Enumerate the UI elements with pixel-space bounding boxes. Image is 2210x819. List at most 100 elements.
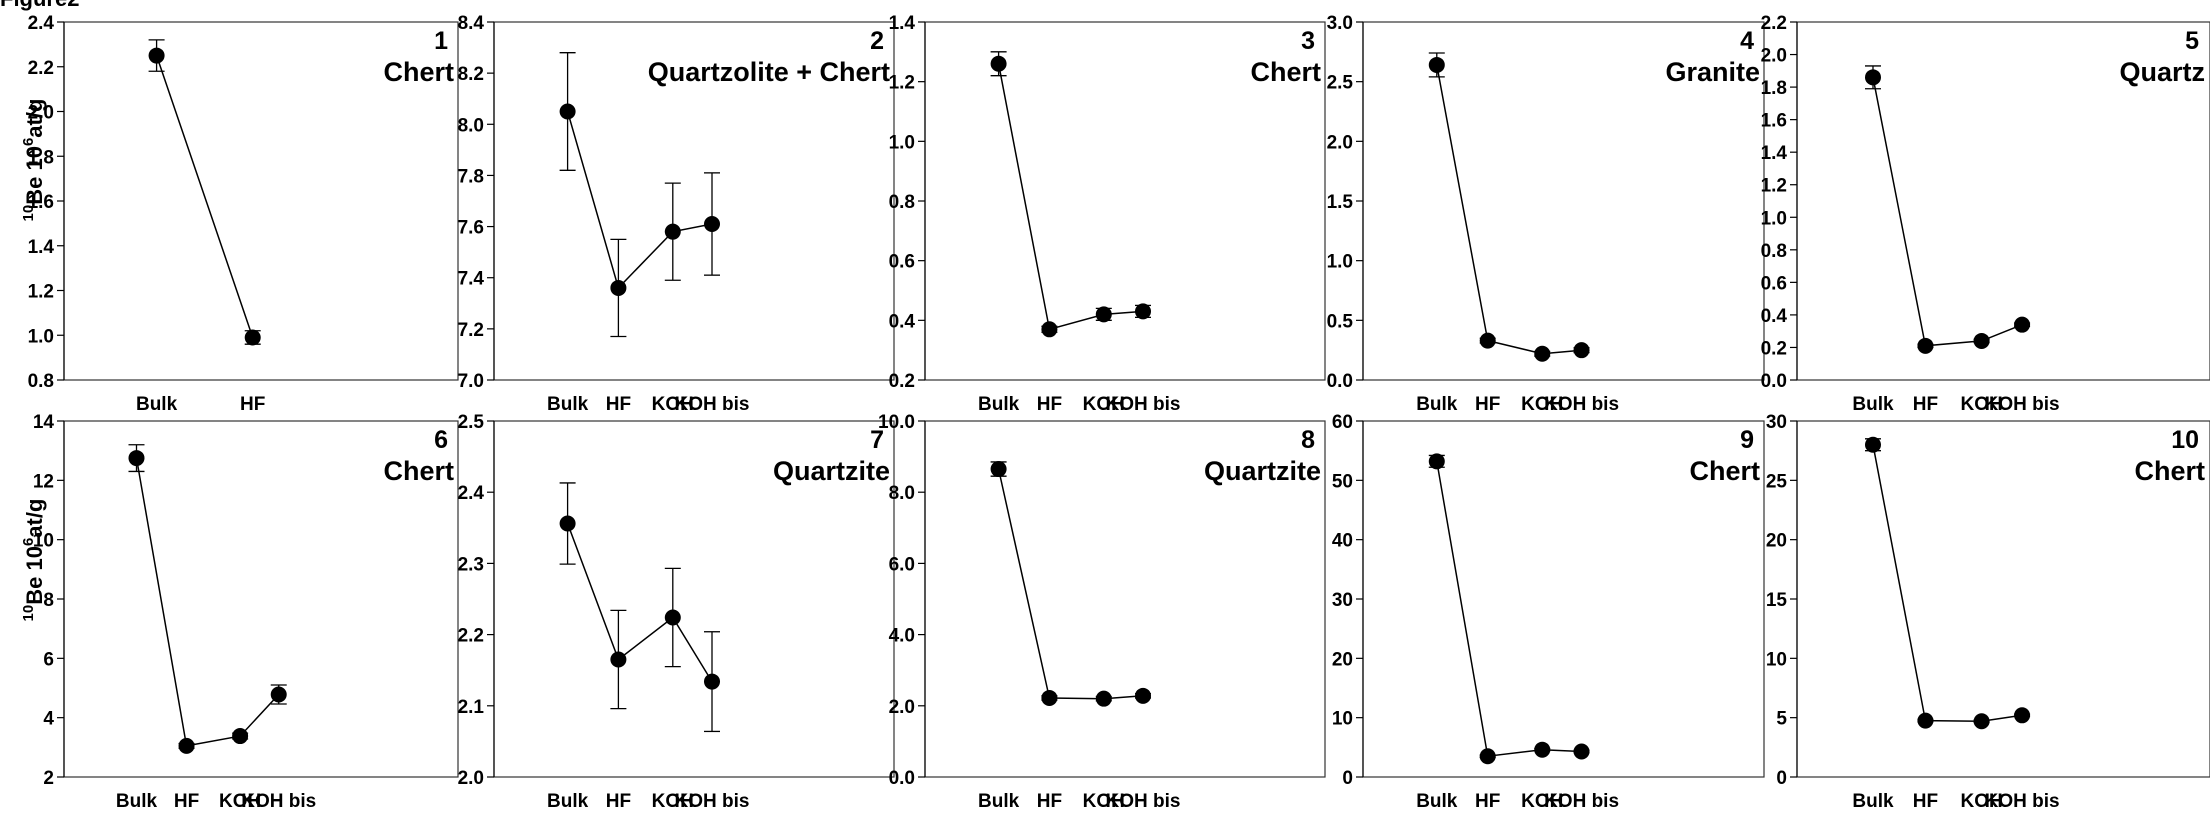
data-point [1864, 436, 1881, 453]
y-tick-label: 2.0 [458, 768, 484, 789]
y-tick-label: 2.4 [458, 483, 485, 504]
data-point [244, 329, 261, 346]
data-point [1917, 712, 1934, 729]
x-tick-label: KOH [652, 791, 694, 812]
panel-title: Quartz [2119, 57, 2205, 87]
y-tick-label: 1.0 [1327, 252, 1353, 273]
panel-number: 3 [1301, 27, 1315, 55]
panel-title: Chert [2134, 456, 2205, 486]
y-label-exponent: 6 [20, 138, 37, 146]
panel-number: 1 [434, 27, 448, 55]
y-tick-label: 1.0 [1761, 208, 1787, 229]
y-tick-label: 8.0 [458, 115, 484, 136]
y-tick-label: 60 [1332, 412, 1353, 433]
y-axis-label: 10Be 106at/g [20, 499, 47, 622]
x-tick-label: HF [1475, 394, 1500, 415]
data-point [1573, 743, 1590, 760]
data-point [1534, 741, 1551, 758]
y-tick-label: 20 [1766, 531, 1787, 552]
y-tick-label: 0.2 [1761, 338, 1787, 359]
x-tick-label: Bulk [1416, 394, 1458, 415]
y-label-main: Be 10 [22, 146, 47, 205]
data-point [1534, 345, 1551, 362]
y-tick-label: 0.0 [1761, 371, 1787, 392]
data-point [990, 55, 1007, 72]
data-point [704, 216, 720, 233]
y-tick-label: 7.2 [458, 320, 484, 341]
y-tick-label: 2.4 [28, 13, 55, 34]
x-tick-label: HF [606, 791, 631, 812]
x-tick-label: KOH bis [675, 791, 750, 812]
data-point [704, 673, 720, 690]
data-point [664, 609, 681, 626]
y-tick-label: 0.0 [1327, 371, 1353, 392]
panel-title: Quartzolite + Chert [648, 57, 890, 87]
x-tick-label: HF [174, 791, 199, 812]
data-point [1041, 689, 1058, 706]
y-tick-label: 2.5 [458, 412, 485, 433]
x-tick-label: KOH bis [1544, 394, 1619, 415]
y-tick-label: 2.5 [1327, 73, 1354, 94]
data-point [1135, 303, 1151, 320]
panel-number: 4 [1740, 27, 1754, 55]
y-tick-label: 30 [1766, 412, 1787, 433]
y-tick-label: 0.4 [889, 311, 916, 332]
x-tick-label: HF [606, 394, 631, 415]
y-axis-label: 10Be 106at/g [20, 99, 47, 222]
x-tick-label: HF [1037, 394, 1062, 415]
x-tick-label: KOH bis [1985, 394, 2060, 415]
x-tick-label: HF [240, 394, 265, 415]
x-tick-label: Bulk [1416, 791, 1458, 812]
data-point [664, 223, 681, 240]
y-tick-label: 1.4 [889, 13, 916, 34]
x-tick-label: Bulk [116, 791, 158, 812]
y-tick-label: 0.2 [889, 371, 915, 392]
y-tick-label: 1.2 [28, 282, 54, 303]
y-tick-label: 40 [1332, 531, 1353, 552]
y-tick-label: 14 [33, 412, 55, 433]
x-tick-label: HF [1913, 394, 1938, 415]
y-tick-label: 20 [1332, 649, 1353, 670]
y-tick-label: 8 [43, 590, 54, 611]
data-point [1479, 748, 1496, 765]
x-tick-label: HF [1037, 791, 1062, 812]
data-point [1479, 332, 1496, 349]
x-tick-label: KOH [1083, 394, 1125, 415]
y-tick-label: 25 [1766, 471, 1788, 492]
panel-number: 8 [1301, 426, 1315, 454]
series-line [135, 457, 280, 747]
panel-number: 9 [1740, 426, 1754, 454]
y-tick-label: 8.0 [889, 483, 915, 504]
series-line [1872, 77, 2023, 347]
panel-title: Chert [1250, 57, 1321, 87]
data-point [2014, 707, 2031, 724]
y-tick-label: 1.0 [28, 326, 54, 347]
x-tick-label: Bulk [136, 394, 178, 415]
panel-title: Quartzite [1204, 456, 1321, 486]
y-tick-label: 1.5 [1327, 192, 1354, 213]
panel-number: 2 [870, 27, 884, 55]
data-point [610, 651, 627, 668]
x-tick-label: KOH [219, 791, 261, 812]
x-tick-label: KOH [1960, 791, 2002, 812]
y-tick-label: 0.0 [889, 768, 915, 789]
data-point [1917, 337, 1934, 354]
data-point [128, 450, 145, 467]
y-tick-label: 10 [1332, 709, 1353, 730]
data-point [1973, 332, 1990, 349]
panel-number: 7 [870, 426, 884, 454]
x-tick-label: Bulk [1852, 394, 1894, 415]
data-point [1973, 713, 1990, 730]
y-tick-label: 2.1 [458, 697, 485, 718]
y-label-superscript: 10 [20, 205, 37, 222]
y-tick-label: 0.8 [1761, 241, 1787, 262]
x-tick-label: KOH bis [1106, 394, 1181, 415]
x-tick-label: KOH [652, 394, 694, 415]
x-tick-label: Bulk [547, 791, 589, 812]
x-tick-label: KOH bis [1985, 791, 2060, 812]
